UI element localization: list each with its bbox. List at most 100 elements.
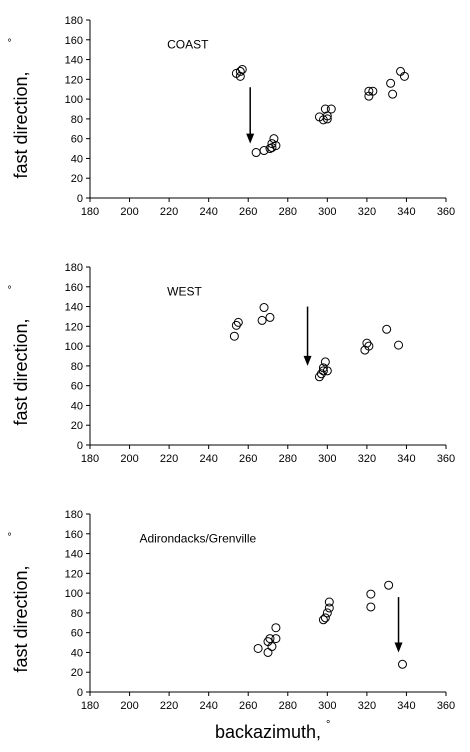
data-point [364, 86, 374, 96]
y-tick-label: 160 [65, 529, 83, 541]
x-tick-label: 180 [81, 453, 99, 465]
panel-label: COAST [167, 38, 209, 52]
y-tick-label: 0 [77, 193, 83, 205]
x-tick-label: 280 [279, 206, 297, 218]
data-point [318, 363, 328, 373]
data-point [265, 144, 275, 154]
y-tick-label: 180 [65, 15, 83, 27]
data-point [366, 602, 376, 612]
arrow-head [394, 642, 403, 653]
data-point [364, 341, 374, 351]
x-tick-label: 240 [199, 700, 217, 712]
data-point [324, 597, 334, 607]
data-point [257, 315, 267, 325]
data-point [263, 647, 273, 657]
x-tick-label: 320 [358, 700, 376, 712]
y-tick-label: 100 [65, 94, 83, 106]
x-tick-label: 220 [160, 700, 178, 712]
y-axis-label: fast direction, [11, 565, 31, 672]
data-point [259, 146, 269, 156]
x-tick-label: 340 [397, 700, 415, 712]
x-tick-label: 360 [437, 453, 455, 465]
x-tick-label: 180 [81, 700, 99, 712]
x-tick-label: 260 [239, 453, 257, 465]
y-axis-label: fast direction, [11, 71, 31, 178]
y-tick-label: 140 [65, 549, 83, 561]
data-point [326, 104, 336, 114]
data-point [318, 366, 328, 376]
data-point [320, 357, 330, 367]
data-point [237, 64, 247, 74]
y-tick-label: 120 [65, 74, 83, 86]
x-axis-unit: ° [326, 719, 330, 731]
x-axis-label: backazimuth, [215, 722, 321, 742]
y-tick-label: 120 [65, 321, 83, 333]
data-point [271, 634, 281, 644]
y-tick-label: 0 [77, 440, 83, 452]
x-tick-label: 220 [160, 206, 178, 218]
x-tick-label: 300 [318, 700, 336, 712]
data-point [388, 89, 398, 99]
y-tick-label: 60 [71, 628, 83, 640]
data-point [324, 603, 334, 613]
data-point [362, 338, 372, 348]
x-tick-label: 200 [120, 206, 138, 218]
data-point [231, 320, 241, 330]
data-point [267, 143, 277, 153]
x-tick-label: 300 [318, 206, 336, 218]
data-point [267, 642, 277, 652]
y-tick-label: 0 [77, 687, 83, 699]
x-tick-label: 340 [397, 206, 415, 218]
y-tick-label: 80 [71, 361, 83, 373]
x-tick-label: 260 [239, 206, 257, 218]
data-point [318, 615, 328, 625]
y-tick-label: 140 [65, 55, 83, 67]
x-tick-label: 240 [199, 453, 217, 465]
arrow-head [303, 355, 312, 366]
data-point [386, 78, 396, 88]
x-tick-label: 280 [279, 453, 297, 465]
x-tick-label: 200 [120, 453, 138, 465]
data-point [399, 71, 409, 81]
data-point [394, 340, 404, 350]
y-tick-label: 20 [71, 667, 83, 679]
x-tick-label: 320 [358, 206, 376, 218]
arrow-head [246, 133, 255, 144]
data-point [253, 643, 263, 653]
data-point [322, 608, 332, 618]
data-point [322, 114, 332, 124]
y-axis-unit: ° [7, 285, 19, 289]
data-point [229, 331, 239, 341]
y-tick-label: 140 [65, 302, 83, 314]
x-tick-label: 220 [160, 453, 178, 465]
y-tick-label: 20 [71, 173, 83, 185]
data-point [382, 324, 392, 334]
data-point [269, 134, 279, 144]
x-tick-label: 360 [437, 206, 455, 218]
x-tick-label: 180 [81, 206, 99, 218]
x-tick-label: 360 [437, 700, 455, 712]
data-point [322, 111, 332, 121]
x-tick-label: 260 [239, 700, 257, 712]
data-point [384, 580, 394, 590]
data-point [368, 86, 378, 96]
y-tick-label: 100 [65, 341, 83, 353]
x-tick-label: 300 [318, 453, 336, 465]
data-point [251, 148, 261, 158]
y-tick-label: 40 [71, 647, 83, 659]
y-tick-label: 60 [71, 381, 83, 393]
y-tick-label: 80 [71, 608, 83, 620]
x-tick-label: 280 [279, 700, 297, 712]
data-point [397, 659, 407, 669]
y-tick-label: 60 [71, 134, 83, 146]
y-tick-label: 160 [65, 35, 83, 47]
y-tick-label: 20 [71, 420, 83, 432]
y-tick-label: 180 [65, 509, 83, 521]
y-tick-label: 40 [71, 400, 83, 412]
y-tick-label: 120 [65, 568, 83, 580]
y-tick-label: 100 [65, 588, 83, 600]
x-tick-label: 340 [397, 453, 415, 465]
x-tick-label: 200 [120, 700, 138, 712]
data-point [320, 613, 330, 623]
